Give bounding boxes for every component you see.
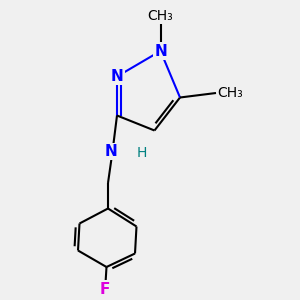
Text: N: N — [111, 69, 123, 84]
Text: CH₃: CH₃ — [148, 8, 173, 22]
Text: N: N — [105, 144, 117, 159]
Text: F: F — [100, 282, 110, 297]
Text: CH₃: CH₃ — [218, 86, 243, 100]
Text: N: N — [154, 44, 167, 59]
Text: H: H — [136, 146, 147, 160]
